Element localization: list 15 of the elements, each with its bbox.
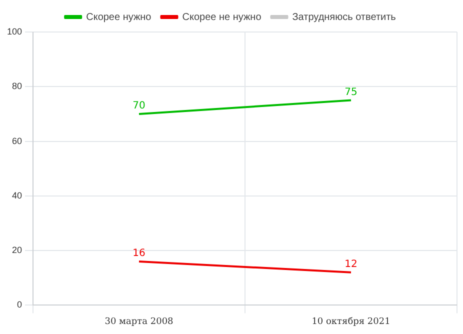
data-label: 75 <box>344 86 358 98</box>
y-tick-label: 40 <box>12 190 22 200</box>
x-tick-label: 10 октября 2021 <box>312 316 390 327</box>
legend-label: Затрудняюсь ответить <box>292 12 396 23</box>
data-label: 12 <box>344 259 358 270</box>
legend-label: Скорее нужно <box>86 12 152 23</box>
data-label: 70 <box>132 100 146 112</box>
data-label: 16 <box>132 248 146 260</box>
y-tick-label: 0 <box>17 300 22 310</box>
y-tick-label: 20 <box>12 245 22 256</box>
x-tick-label: 30 марта 2008 <box>104 316 174 327</box>
y-tick-label: 80 <box>12 81 22 92</box>
y-tick-label: 100 <box>6 26 22 36</box>
y-tick-label: 60 <box>12 136 22 146</box>
legend-label: Скорее не нужно <box>182 12 262 23</box>
